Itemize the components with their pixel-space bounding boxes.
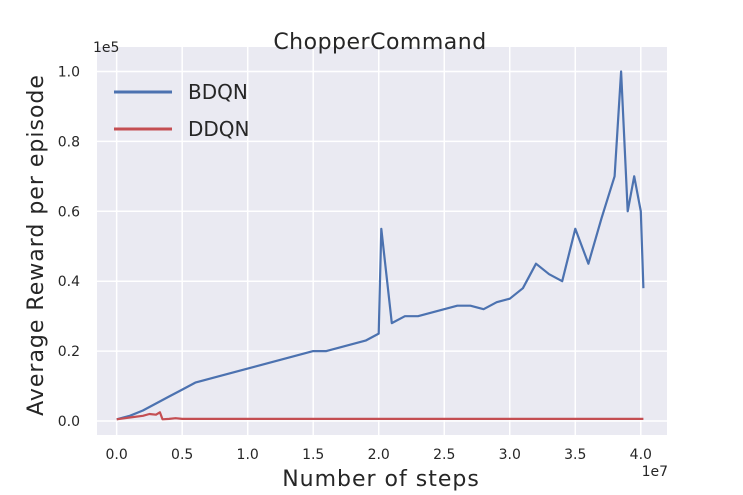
legend: BDQN DDQN (114, 80, 250, 141)
x-tick-label: 2.0 (368, 447, 390, 463)
x-tick-label: 2.5 (433, 447, 455, 463)
y-tick-label: 1.0 (58, 64, 80, 80)
x-axis-label: Number of steps (282, 467, 480, 492)
legend-label-ddqn: DDQN (188, 117, 250, 141)
y-tick-label: 0.8 (58, 134, 80, 150)
x-tick-label: 0.5 (171, 447, 193, 463)
y-tick-label: 0.4 (58, 274, 80, 290)
y-tick-label: 0.6 (58, 204, 80, 220)
grid (97, 47, 667, 435)
x-tick-label: 4.0 (630, 447, 652, 463)
series-line-bdqn (116, 70, 645, 421)
series-line-ddqn (116, 411, 644, 421)
y-offset-label: 1e5 (93, 40, 119, 56)
tick-labels: 0.0 0.5 1.0 1.5 2.0 2.5 3.0 3.5 4.0 0.0 0.2 0.4 0.6 0… (58, 64, 652, 463)
series-layer (116, 70, 645, 421)
chart-title: ChopperCommand (273, 30, 486, 55)
x-offset-label: 1e7 (642, 464, 668, 480)
y-axis-label: Average Reward per episode (24, 74, 49, 416)
y-tick-label: 0.2 (58, 344, 80, 360)
y-tick-label: 0.0 (58, 414, 80, 430)
legend-label-bdqn: BDQN (188, 80, 248, 104)
x-tick-label: 3.0 (499, 447, 521, 463)
x-tick-label: 0.0 (106, 447, 128, 463)
x-tick-label: 1.0 (237, 447, 259, 463)
x-tick-label: 1.5 (302, 447, 324, 463)
x-tick-label: 3.5 (564, 447, 586, 463)
